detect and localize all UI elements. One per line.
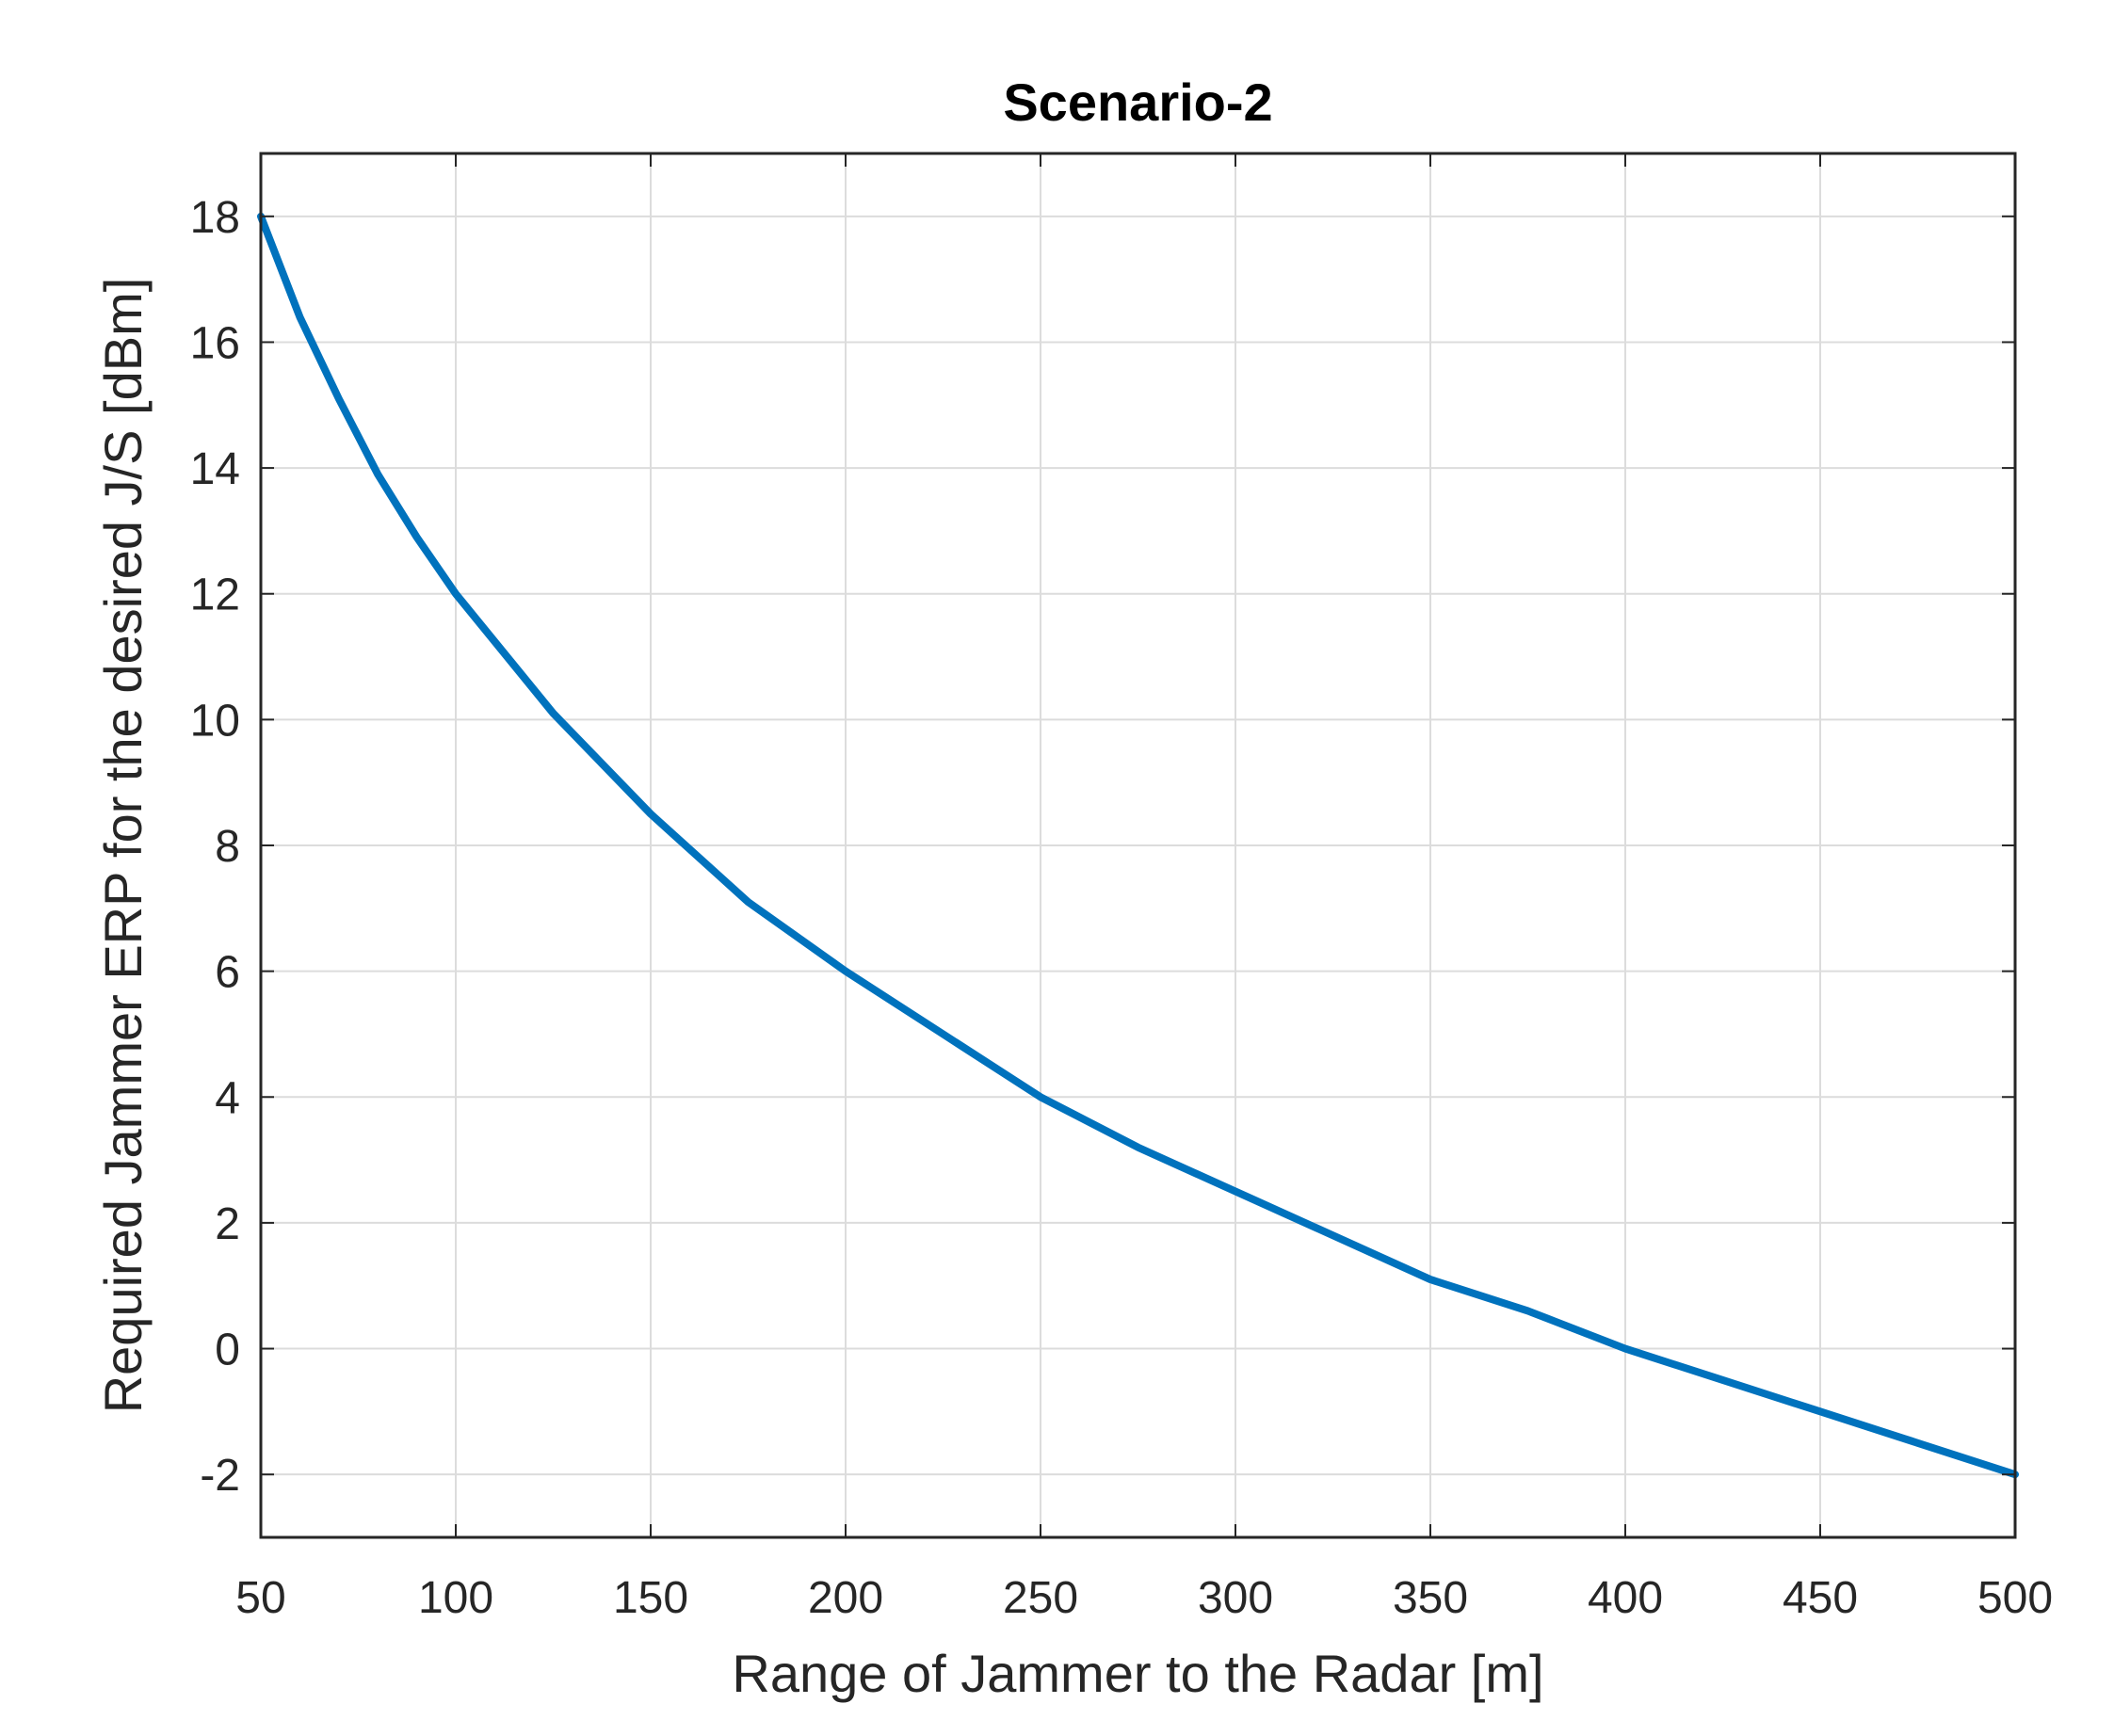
axes [259, 152, 2017, 1539]
x-tick-label: 150 [613, 1573, 688, 1623]
y-tick-label: 18 [190, 193, 240, 243]
y-axis-label: Required Jammer ERP for the desired J/S … [93, 278, 153, 1414]
x-tick-label: 450 [1783, 1573, 1858, 1623]
y-tick-label: 14 [190, 444, 240, 494]
grid [260, 153, 2016, 1537]
x-axis-label: Range of Jammer to the Radar [m] [732, 1644, 1543, 1703]
x-tick-label: 50 [235, 1573, 285, 1623]
x-tick-label: 250 [1003, 1573, 1078, 1623]
y-tick-label: 8 [215, 822, 240, 872]
y-tick-label: 6 [215, 948, 240, 998]
y-tick-label: 16 [190, 318, 240, 368]
x-tick-label: 400 [1588, 1573, 1663, 1623]
tick-labels: 50 100 150 200 250 300 350 400 450 500 -2 0 2 4 6 8 10 12… [190, 193, 2053, 1623]
series-layer [257, 212, 2019, 1479]
y-tick-label: -2 [200, 1451, 240, 1501]
series-line [257, 212, 2019, 1479]
x-tick-label: 500 [1977, 1573, 2053, 1623]
axes-box [259, 152, 2017, 1539]
y-tick-label: 0 [215, 1326, 240, 1375]
y-tick-label: 12 [190, 571, 240, 620]
chart-title: Scenario-2 [1003, 72, 1272, 132]
y-tick-label: 10 [190, 696, 240, 746]
x-tick-label: 300 [1198, 1573, 1273, 1623]
y-tick-label: 2 [215, 1199, 240, 1249]
x-tick-label: 200 [808, 1573, 883, 1623]
y-tick-label: 4 [215, 1073, 240, 1123]
x-tick-label: 350 [1393, 1573, 1468, 1623]
x-tick-label: 100 [418, 1573, 493, 1623]
